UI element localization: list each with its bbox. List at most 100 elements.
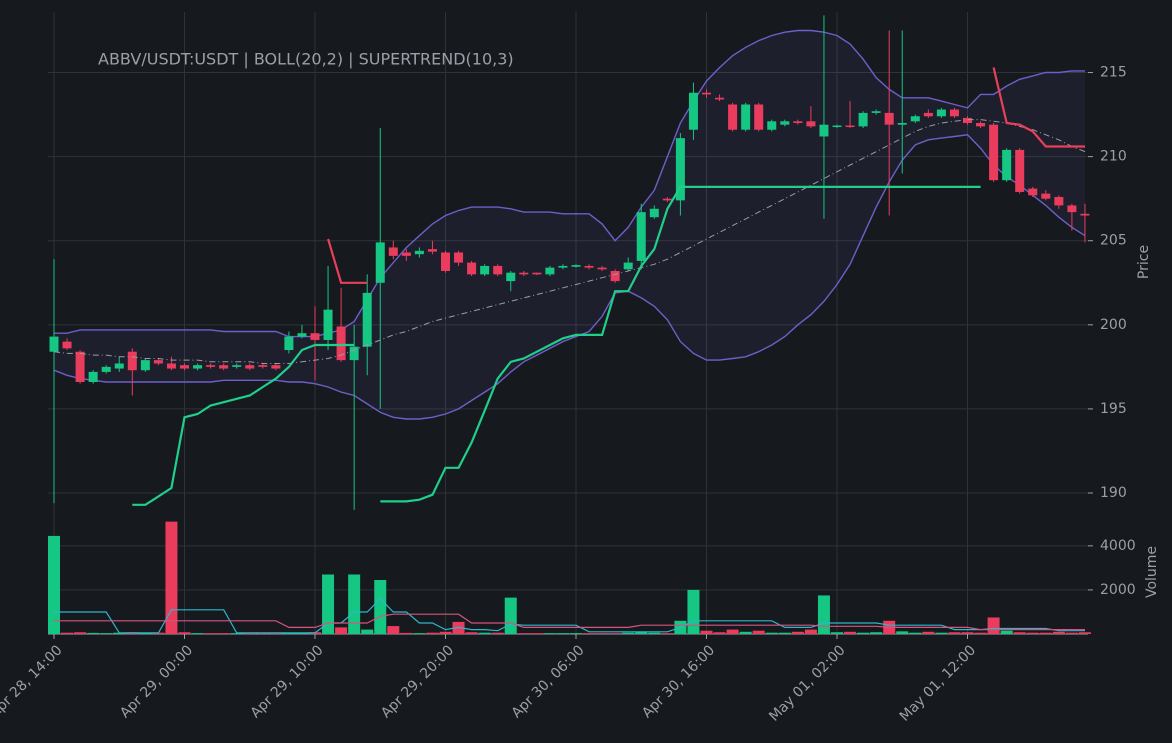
candle-body (427, 249, 437, 252)
candle-body (623, 262, 633, 270)
y-tick-label: 4000 (1100, 538, 1136, 554)
candle-body (858, 112, 868, 127)
volume-bar (948, 632, 961, 634)
band-middle (53, 119, 1086, 364)
volume-bar (426, 632, 439, 634)
volume-bar (517, 633, 530, 634)
y-tick-label: 205 (1100, 233, 1127, 249)
supertrend (132, 185, 981, 506)
candle-body (1080, 213, 1090, 216)
y-axis-label: Volume (1144, 546, 1160, 598)
volume-bar (74, 632, 87, 634)
candle-body (780, 121, 790, 125)
volume-bar (204, 633, 217, 634)
supertrend (327, 67, 1085, 284)
candle-body (649, 208, 659, 218)
volume-bar (491, 632, 504, 634)
volume-bar (1078, 632, 1091, 634)
candle-body (101, 366, 111, 372)
candle-body (806, 121, 816, 127)
volume-bar (556, 633, 569, 634)
candle-body (1067, 205, 1077, 213)
candle-body (884, 112, 894, 125)
volume-bar (478, 632, 491, 634)
candle-body (1054, 197, 1064, 206)
volume-bar (1000, 630, 1013, 634)
candle-body (597, 267, 607, 270)
candle-body (793, 121, 803, 123)
candle-body (819, 124, 829, 137)
candle-body (728, 104, 738, 130)
candle-body (467, 262, 477, 275)
volume-bar (1026, 632, 1039, 634)
volume-bar (700, 630, 713, 634)
volume-bar (178, 632, 191, 634)
volume-bar (295, 633, 308, 634)
candle-body (349, 346, 359, 361)
candle-body (271, 365, 281, 369)
candle-body (454, 252, 464, 263)
volume-bar (361, 629, 374, 634)
volume-bar (961, 632, 974, 634)
volume-bar (1065, 632, 1078, 634)
volume-bar (870, 632, 883, 634)
candle-body (897, 123, 907, 125)
candle-body (140, 360, 150, 371)
candle-body (49, 336, 59, 352)
volume-ma (54, 613, 1085, 631)
candle-body (923, 112, 933, 117)
candle-body (715, 97, 725, 100)
volume-bar (48, 535, 60, 634)
candle-body (675, 138, 685, 201)
y-tick-label: 210 (1100, 149, 1127, 165)
volume-bar (713, 632, 726, 634)
volume-bar (896, 631, 909, 634)
candle-body (245, 365, 255, 369)
candle-body (88, 371, 98, 382)
candle-body (845, 125, 855, 128)
candle-body (506, 272, 516, 282)
candle-body (832, 125, 842, 128)
candle-body (584, 265, 594, 268)
volume-bar (739, 631, 752, 634)
volume-bar (596, 633, 609, 634)
candle-body (989, 124, 999, 181)
candle-body (936, 109, 946, 117)
candle-body (871, 111, 881, 113)
candle-body (493, 265, 503, 275)
volume-bar (974, 632, 987, 634)
volume-bar (1013, 632, 1026, 634)
candle-body (754, 104, 764, 130)
candle-body (519, 272, 529, 275)
candle-body (610, 271, 620, 282)
y-axis-label: Price (1136, 245, 1152, 279)
candle-body (180, 365, 189, 369)
candle-body (480, 265, 490, 275)
volume-bar (217, 633, 230, 634)
candle-body (297, 333, 307, 337)
candle-body (558, 265, 568, 268)
candle-body (232, 365, 242, 367)
chart-title: ABBV/USDT:USDT | BOLL(20,2) | SUPERTREND… (98, 50, 514, 69)
volume-bar (269, 633, 282, 634)
volume-bar (817, 595, 830, 634)
volume-bar (609, 633, 622, 634)
volume-bar (413, 633, 426, 634)
volume-bar (791, 631, 804, 634)
volume-bar (335, 627, 348, 634)
candle-body (688, 92, 698, 130)
volume-bar (439, 631, 452, 634)
volume-bar (61, 632, 74, 634)
candle-body (441, 252, 450, 271)
volume-bar (165, 521, 178, 634)
volume-bar (400, 632, 413, 634)
volume-bar (465, 632, 478, 634)
candle-body (532, 272, 542, 275)
candle-body (336, 326, 346, 361)
candle-body (375, 242, 385, 283)
candle-body (1015, 149, 1025, 192)
candle-body (949, 109, 959, 117)
volume-bar (661, 633, 674, 634)
volume-bar (230, 633, 243, 634)
